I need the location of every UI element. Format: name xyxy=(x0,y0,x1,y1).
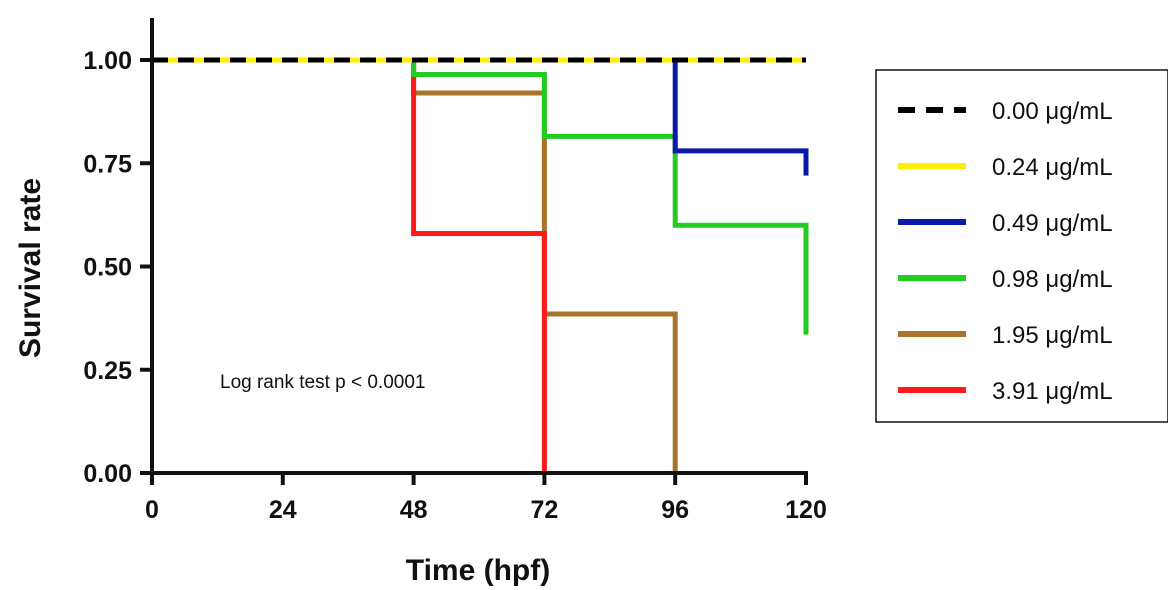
x-tick-label: 120 xyxy=(785,496,827,524)
x-tick-label: 0 xyxy=(145,496,159,524)
y-tick-label: 0.75 xyxy=(83,150,132,178)
legend-label: 0.98 μg/mL xyxy=(992,266,1113,293)
ticks-layer: 0 24 48 72 96 120 0.00 0.25 0.50 0.75 1.00 xyxy=(83,47,827,524)
legend-label: 0.00 μg/mL xyxy=(992,98,1113,125)
y-tick-label: 0.50 xyxy=(83,254,132,282)
x-tick-label: 96 xyxy=(661,496,689,524)
series-line xyxy=(152,57,809,176)
series-line xyxy=(152,57,547,473)
legend-label: 0.24 μg/mL xyxy=(992,154,1113,181)
legend-label: 3.91 μg/mL xyxy=(992,378,1113,405)
y-tick-label: 0.00 xyxy=(83,460,132,488)
series-line xyxy=(152,57,809,335)
legend: 0.00 μg/mL 0.24 μg/mL 0.49 μg/mL 0.98 μg/mL… xyxy=(875,69,1168,423)
x-axis-title: Time (hpf) xyxy=(406,554,550,587)
series-layer xyxy=(152,57,809,473)
legend-label: 0.49 μg/mL xyxy=(992,210,1113,237)
log-rank-annotation: Log rank test p < 0.0001 xyxy=(220,372,425,393)
x-tick-label: 72 xyxy=(530,496,558,524)
axes-layer xyxy=(150,18,808,475)
x-tick-label: 24 xyxy=(269,496,297,524)
legend-label: 1.95 μg/mL xyxy=(992,322,1113,349)
legend-box xyxy=(875,69,1168,423)
x-tick-label: 48 xyxy=(400,496,428,524)
y-axis-title: Survival rate xyxy=(14,178,47,358)
y-tick-label: 1.00 xyxy=(83,47,132,75)
y-tick-label: 0.25 xyxy=(83,357,132,385)
